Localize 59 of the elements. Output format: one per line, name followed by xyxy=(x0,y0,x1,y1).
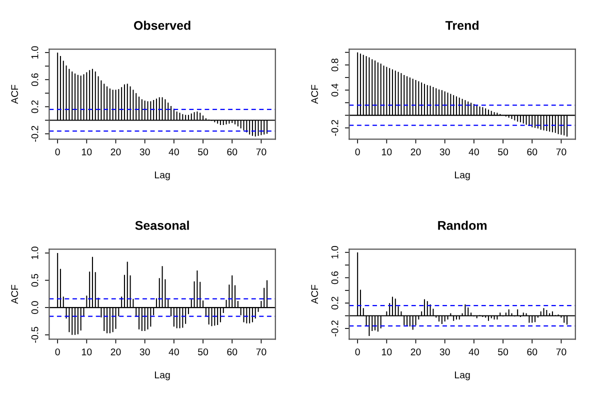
x-tick-label: 40 xyxy=(468,148,479,156)
x-axis-title: Lag xyxy=(454,172,470,180)
x-tick-label: 30 xyxy=(440,148,450,156)
chart-title: Trend xyxy=(445,20,478,30)
x-tick-label: 60 xyxy=(227,148,238,156)
x-tick-label: 20 xyxy=(410,148,421,156)
x-tick-label: 60 xyxy=(527,348,538,356)
y-axis-title: ACF xyxy=(311,84,318,104)
x-tick-label: 30 xyxy=(140,348,150,356)
x-tick-label: 40 xyxy=(168,348,179,356)
x-axis-title: Lag xyxy=(454,372,470,380)
y-tick-label: 1.0 xyxy=(31,46,38,59)
x-tick-label: 10 xyxy=(382,148,392,156)
y-tick-label: 0.8 xyxy=(331,58,338,72)
x-tick-label: 10 xyxy=(382,348,392,356)
x-tick-label: 60 xyxy=(527,148,538,156)
x-tick-label: 70 xyxy=(256,148,266,156)
x-tick-label: 70 xyxy=(256,348,266,356)
y-tick-label: 1.0 xyxy=(331,246,338,258)
y-tick-label: -0.2 xyxy=(331,120,338,136)
y-tick-label: 0.2 xyxy=(331,296,338,310)
x-tick-label: 0 xyxy=(355,148,360,156)
x-tick-label: 60 xyxy=(227,348,238,356)
x-axis-title: Lag xyxy=(154,372,170,380)
y-axis-title: ACF xyxy=(311,284,318,304)
y-tick-label: 0.6 xyxy=(31,73,38,86)
x-tick-label: 0 xyxy=(55,148,60,156)
y-tick-label: 0.6 xyxy=(331,271,338,284)
x-tick-label: 10 xyxy=(82,348,92,356)
x-tick-label: 70 xyxy=(556,348,566,356)
x-tick-label: 20 xyxy=(410,348,421,356)
y-tick-label: 0.4 xyxy=(331,84,338,96)
chart-title: Random xyxy=(438,220,487,230)
x-tick-label: 40 xyxy=(468,348,479,356)
y-tick-label: 0.2 xyxy=(31,100,38,114)
y-tick-label: 0.0 xyxy=(31,301,38,314)
y-axis-title: ACF xyxy=(11,284,18,304)
x-tick-label: 30 xyxy=(440,348,450,356)
y-tick-label: -0.5 xyxy=(31,326,38,343)
y-tick-label: 1.0 xyxy=(31,246,38,260)
x-tick-label: 20 xyxy=(110,348,121,356)
x-tick-label: 0 xyxy=(55,348,60,356)
x-tick-label: 30 xyxy=(140,148,150,156)
chart-title: Seasonal xyxy=(135,220,189,230)
x-tick-label: 70 xyxy=(556,148,566,156)
y-axis-title: ACF xyxy=(11,84,18,104)
x-tick-label: 10 xyxy=(82,148,92,156)
y-tick-label: -0.2 xyxy=(31,126,38,142)
x-axis-title: Lag xyxy=(154,172,170,180)
x-tick-label: 50 xyxy=(498,348,508,356)
x-tick-label: 0 xyxy=(355,348,360,356)
x-tick-label: 50 xyxy=(498,148,508,156)
x-tick-label: 40 xyxy=(168,148,179,156)
x-tick-label: 50 xyxy=(198,348,208,356)
y-tick-label: 0.5 xyxy=(31,274,38,287)
x-tick-label: 50 xyxy=(198,148,208,156)
x-tick-label: 20 xyxy=(110,148,121,156)
y-tick-label: -0.2 xyxy=(331,320,338,336)
chart-title: Observed xyxy=(134,20,190,30)
